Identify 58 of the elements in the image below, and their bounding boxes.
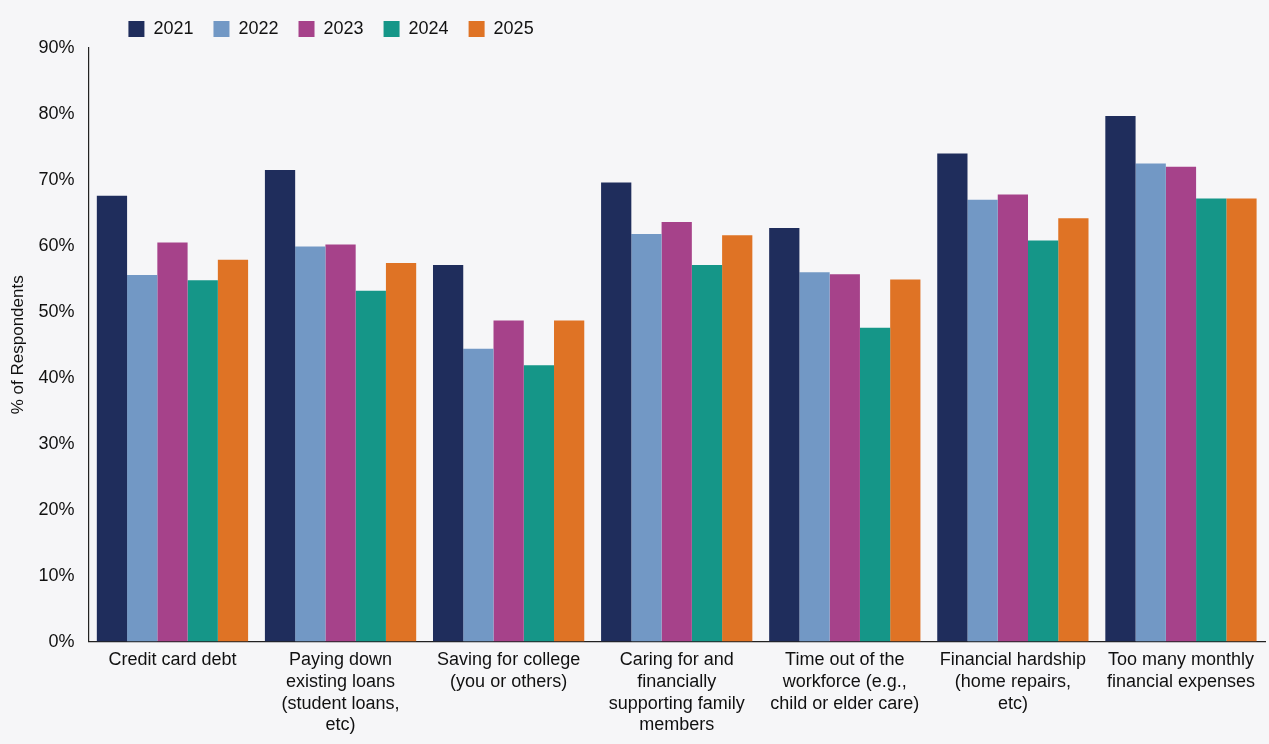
- bar: [157, 242, 188, 642]
- y-tick-label: 0%: [48, 630, 75, 651]
- bar: [859, 327, 891, 642]
- y-tick-label: 40%: [38, 366, 75, 387]
- x-tick-label: Financial hardship (home repairs, etc): [939, 649, 1086, 713]
- bar: [1058, 218, 1089, 642]
- legend-label: 2023: [323, 17, 364, 38]
- bar: [890, 279, 921, 642]
- bar: [601, 182, 632, 642]
- bar: [187, 280, 218, 642]
- legend-label: 2025: [493, 17, 534, 38]
- bar: [217, 259, 249, 642]
- bar: [523, 365, 555, 642]
- bar: [355, 290, 386, 642]
- y-axis-title: % of Respondents: [7, 275, 27, 415]
- bar: [769, 228, 800, 642]
- bar: [493, 320, 524, 642]
- bar: [1105, 115, 1136, 642]
- bar: [325, 244, 356, 642]
- legend-label: 2021: [153, 17, 194, 38]
- bar: [1165, 166, 1197, 642]
- bar: [264, 170, 296, 642]
- y-tick-label: 80%: [38, 102, 75, 123]
- bar: [1226, 198, 1257, 642]
- x-tick-label: Saving for college (you or others): [437, 649, 581, 691]
- x-tick-label: Paying down existing loans (student loans, etc): [281, 649, 400, 735]
- y-tick-label: 10%: [38, 564, 75, 585]
- bar: [997, 194, 1028, 642]
- x-tick-label: Time out of the workforce (e.g., child or elder care): [770, 649, 920, 713]
- y-tick-label: 70%: [38, 168, 75, 189]
- bar: [691, 264, 723, 642]
- x-tick-label: Too many monthly financial expenses: [1106, 649, 1256, 691]
- bar: [967, 199, 998, 642]
- bar: [799, 272, 830, 642]
- y-tick-label: 50%: [38, 300, 75, 321]
- bar: [722, 235, 753, 642]
- y-tick-label: 20%: [38, 498, 75, 519]
- bar: [829, 274, 860, 642]
- bar: [295, 246, 326, 642]
- bar: [661, 222, 692, 642]
- bar: [554, 320, 585, 642]
- bar: [631, 234, 662, 642]
- bar: [463, 348, 494, 642]
- bar: [432, 264, 464, 642]
- bar: [1028, 240, 1059, 642]
- bar: [96, 195, 128, 642]
- y-tick-label: 30%: [38, 432, 75, 453]
- legend-label: 2022: [238, 17, 279, 38]
- bar: [1196, 198, 1227, 642]
- y-tick-label: 90%: [38, 36, 75, 57]
- bar: [1135, 163, 1166, 642]
- x-tick-label: Credit card debt: [108, 649, 237, 670]
- bar: [127, 274, 158, 642]
- bar: [937, 153, 968, 642]
- legend-label: 2024: [408, 17, 449, 38]
- x-tick-label: Caring for and financially supporting family members: [608, 649, 745, 735]
- bar: [385, 263, 417, 642]
- y-tick-label: 60%: [38, 234, 75, 255]
